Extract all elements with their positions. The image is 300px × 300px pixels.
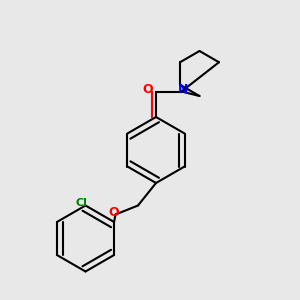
Text: N: N [178, 82, 188, 96]
Text: O: O [142, 82, 153, 96]
Text: O: O [109, 206, 119, 220]
Text: Cl: Cl [75, 197, 87, 208]
